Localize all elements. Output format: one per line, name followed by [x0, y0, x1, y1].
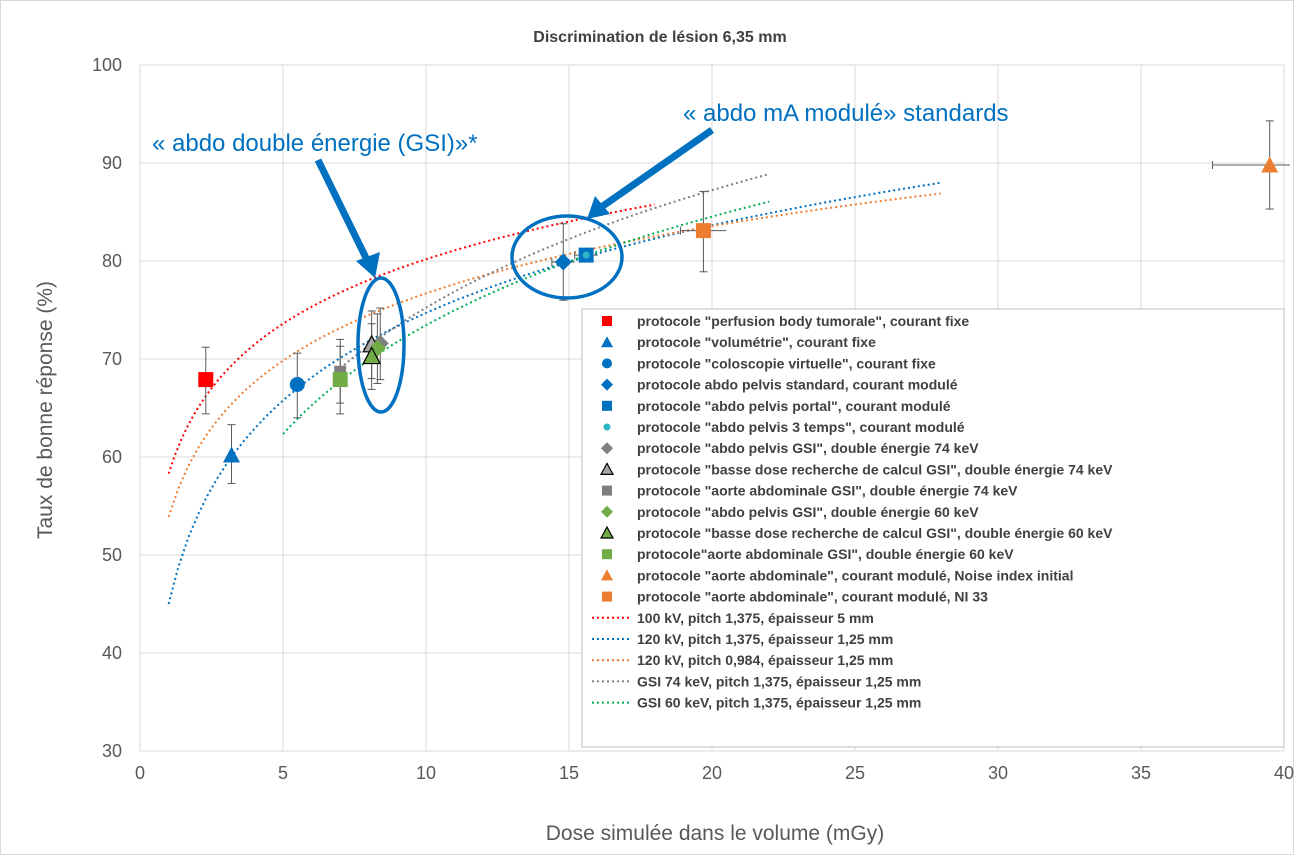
x-tick-label: 40 — [1274, 763, 1294, 783]
tick-labels: 0 5 10 15 20 25 30 35 40 30 40 50 60 70 80 90 100 — [92, 55, 1294, 783]
gsi-callout-text: « abdo double énergie (GSI)»* — [152, 130, 478, 157]
trend-line — [167, 192, 941, 518]
x-tick-label: 35 — [1131, 763, 1151, 783]
trend-line — [167, 203, 655, 475]
legend-label: GSI 74 keV, pitch 1,375, épaisseur 1,25 … — [637, 673, 921, 689]
data-point — [362, 346, 382, 365]
data-point — [223, 446, 241, 463]
legend-marker — [601, 378, 613, 391]
data-point — [1261, 156, 1279, 173]
x-tick-label: 0 — [135, 763, 145, 783]
legend-marker — [602, 358, 612, 369]
trend-line — [282, 200, 770, 435]
x-tick-label: 5 — [278, 763, 288, 783]
gsi-arrow-head — [356, 252, 380, 278]
y-tick-label: 70 — [102, 349, 122, 369]
legend-label: protocole "perfusion body tumorale", cou… — [637, 313, 969, 329]
modulated-cluster-ellipse — [510, 214, 624, 300]
legend-label: 100 kV, pitch 1,375, épaisseur 5 mm — [637, 610, 874, 626]
data-point — [198, 372, 214, 388]
data-markers — [198, 156, 1279, 463]
y-tick-label: 60 — [102, 447, 122, 467]
legend-label: protocole"aorte abdominale GSI", double … — [637, 546, 1014, 562]
legend-label: protocole "basse dose recherche de calcu… — [637, 525, 1113, 541]
data-point — [695, 223, 711, 239]
y-axis-title: Taux de bonne réponse (%) — [34, 281, 57, 539]
trend-line — [339, 173, 770, 369]
legend-label: 120 kV, pitch 1,375, épaisseur 1,25 mm — [637, 631, 893, 647]
legend-label: protocole "aorte abdominale", courant mo… — [637, 589, 988, 605]
legend-box — [581, 308, 1285, 748]
legend-label: protocole abdo pelvis standard, courant … — [637, 377, 958, 393]
y-tick-label: 40 — [102, 643, 122, 663]
legend-marker — [601, 569, 613, 581]
x-tick-label: 25 — [845, 763, 865, 783]
legend-marker — [599, 462, 615, 475]
y-tick-label: 50 — [102, 545, 122, 565]
chart-title: Discrimination de lésion 6,35 mm — [533, 29, 786, 46]
x-tick-label: 30 — [988, 763, 1008, 783]
legend-label: protocole "abdo pelvis portal", courant … — [637, 398, 951, 414]
y-tick-label: 80 — [102, 251, 122, 271]
legend-marker — [602, 591, 612, 602]
legend-label: 120 kV, pitch 0,984, épaisseur 1,25 mm — [637, 652, 893, 668]
y-tick-label: 30 — [102, 741, 122, 761]
legend-marker — [599, 525, 615, 539]
legend-label: protocole "abdo pelvis GSI", double éner… — [637, 504, 979, 520]
legend-marker — [601, 336, 613, 348]
data-point — [289, 376, 305, 392]
legend-marker — [601, 505, 613, 518]
modulated-callout-text: « abdo mA modulé» standards — [683, 100, 1009, 127]
y-tick-label: 90 — [102, 153, 122, 173]
legend: protocole "perfusion body tumorale", cou… — [581, 308, 1285, 748]
legend-label: protocole "abdo pelvis GSI", double éner… — [637, 440, 979, 456]
data-point — [582, 251, 590, 259]
gsi-arrow-shaft — [314, 158, 372, 264]
x-tick-label: 20 — [702, 763, 722, 783]
modulated-arrow-head — [587, 196, 610, 219]
modulated-arrow-shaft — [597, 127, 715, 211]
x-axis-title: Dose simulée dans le volume (mGy) — [546, 822, 884, 845]
legend-marker — [602, 316, 612, 326]
x-tick-label: 15 — [559, 763, 579, 783]
data-point — [332, 372, 348, 388]
gsi-cluster-ellipse — [356, 276, 406, 414]
x-tick-label: 10 — [416, 763, 436, 783]
legend-label: protocole "abdo pelvis 3 temps", courant… — [637, 419, 965, 435]
legend-label: protocole "volumétrie", courant fixe — [637, 334, 876, 350]
legend-label: protocole "aorte abdominale", courant mo… — [637, 567, 1073, 583]
legend-label: protocole "basse dose recherche de calcu… — [637, 461, 1113, 477]
legend-label: GSI 60 keV, pitch 1,375, épaisseur 1,25 … — [637, 695, 921, 711]
legend-label: protocole "coloscopie virtuelle", couran… — [637, 355, 936, 371]
legend-label: protocole "aorte abdominale GSI", double… — [637, 483, 1018, 499]
data-point — [554, 253, 572, 271]
legend-marker — [602, 549, 612, 560]
legend-marker — [603, 423, 611, 431]
y-tick-label: 100 — [92, 55, 122, 75]
callouts: « abdo double énergie (GSI)»* « abdo mA … — [152, 100, 1009, 414]
legend-marker — [601, 442, 613, 455]
legend-marker — [602, 400, 612, 411]
legend-marker — [602, 485, 612, 496]
